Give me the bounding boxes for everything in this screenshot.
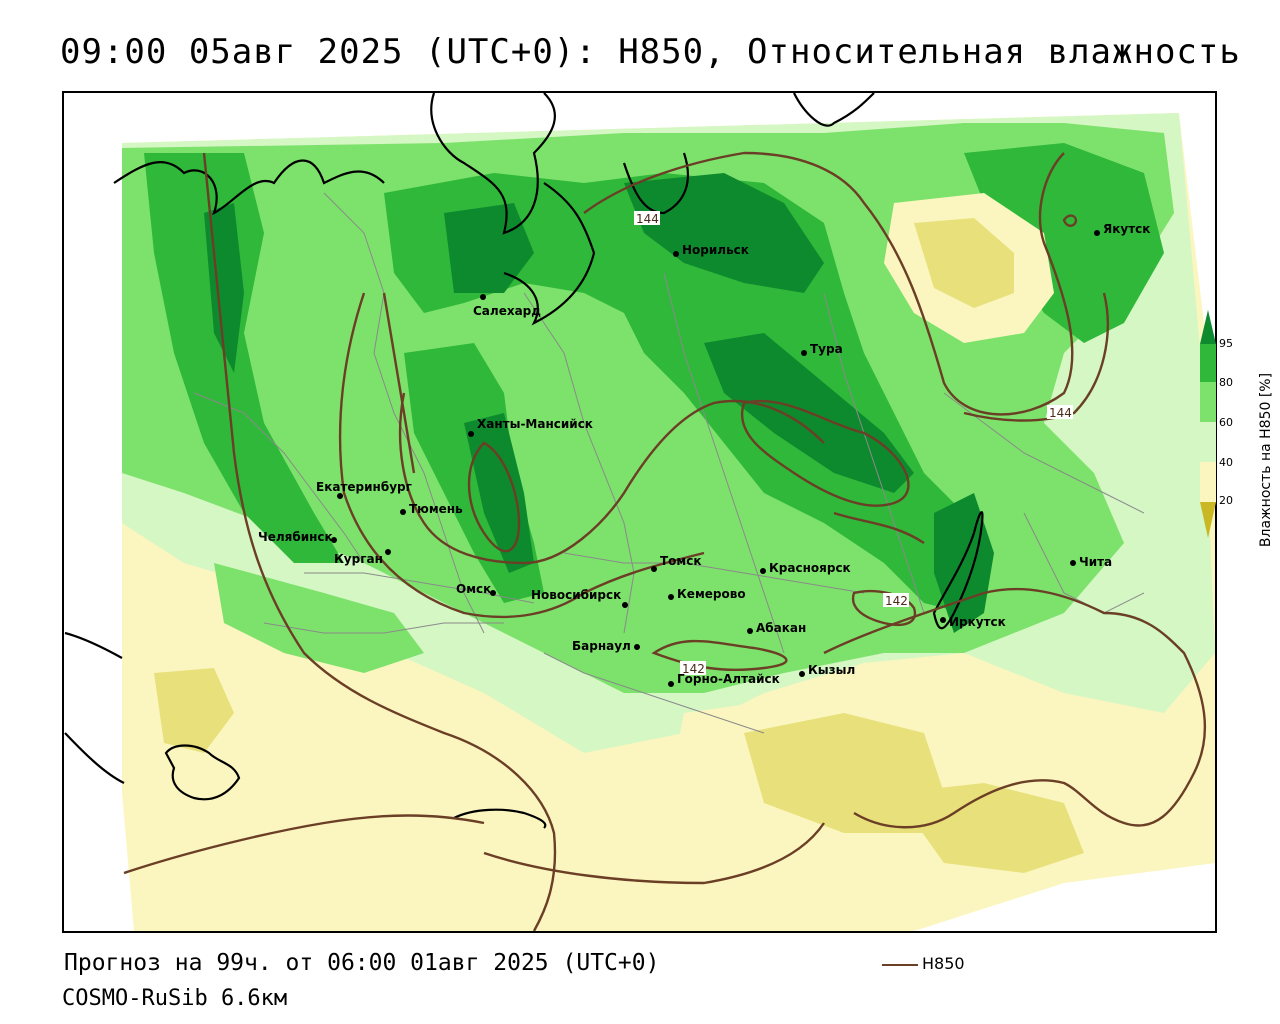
city-label-yekaterinburg: Екатеринбург <box>316 480 412 494</box>
h850-contours <box>123 151 1207 931</box>
city-label-chita: Чита <box>1079 555 1112 569</box>
humidity-zone-80-north <box>384 173 984 613</box>
colorbar-top-arrow <box>1200 310 1216 344</box>
city-dot <box>673 251 679 257</box>
city-dot <box>468 431 474 437</box>
city-label-tura: Тура <box>810 342 843 356</box>
humidity-zone-95-d <box>464 413 534 573</box>
map-canvas: 144 144 142 142 Якутск Норильск Салехард… <box>64 93 1215 931</box>
colorbar-band-95 <box>1200 344 1216 382</box>
humidity-zone-low-west <box>154 668 234 753</box>
city-label-gorno-altaysk: Горно-Алтайск <box>677 672 780 686</box>
colorbar-tick-80: 80 <box>1219 376 1233 389</box>
humidity-zone-low-south <box>744 713 944 833</box>
forecast-info: Прогноз на 99ч. от 06:00 01авг 2025 (UTC… <box>64 950 660 976</box>
city-dot <box>799 671 805 677</box>
contour-label-3: 142 <box>885 594 908 608</box>
city-label-irkutsk: Иркутск <box>949 615 1006 629</box>
city-dot <box>480 294 486 300</box>
admin-boundaries <box>193 192 1145 734</box>
city-dot <box>747 628 753 634</box>
city-label-khanty-mansiysk: Ханты-Мансийск <box>477 417 593 431</box>
city-dot <box>385 549 391 555</box>
humidity-zone-95-a <box>624 173 824 293</box>
city-dot <box>1094 230 1100 236</box>
city-label-kemerovo: Кемерово <box>677 587 746 601</box>
colorbar-title: Влажность на H850 [%] <box>1258 372 1274 548</box>
city-label-norilsk: Норильск <box>682 243 749 257</box>
colorbar-band-80 <box>1200 382 1216 422</box>
city-label-barnaul: Барнаул <box>572 639 631 653</box>
city-label-abakan: Абакан <box>756 621 806 635</box>
city-label-tomsk: Томск <box>660 554 702 568</box>
city-label-kurgan: Курган <box>334 552 383 566</box>
humidity-zone-60-south <box>214 563 424 673</box>
city-dot <box>634 644 640 650</box>
city-label-novosibirsk: Новосибирск <box>531 588 621 602</box>
city-dot <box>331 537 337 543</box>
city-dot <box>668 681 674 687</box>
contour-label-4: 142 <box>682 662 705 676</box>
humidity-zone-low-south-2 <box>894 783 1084 873</box>
humidity-zone-80-east <box>964 143 1164 343</box>
city-dot <box>490 590 496 596</box>
city-dot <box>400 509 406 515</box>
city-label-chelyabinsk: Челябинск <box>258 530 333 544</box>
colorbar-tick-60: 60 <box>1219 416 1233 429</box>
city-label-tyumen: Тюмень <box>409 502 463 516</box>
contour-label-1: 144 <box>636 212 659 226</box>
city-markers: Якутск Норильск Салехард Тура Ханты-Манс… <box>258 222 1150 687</box>
model-name: COSMO-RuSib 6.6км <box>62 986 288 1011</box>
city-dot <box>1070 560 1076 566</box>
city-label-krasnoyarsk: Красноярск <box>769 561 851 575</box>
humidity-colorbar <box>1200 310 1216 538</box>
contour-label-2: 144 <box>1049 406 1072 420</box>
city-dot <box>622 602 628 608</box>
city-dot <box>760 568 766 574</box>
map-title: 09:00 05авг 2025 (UTC+0): H850, Относите… <box>60 32 1241 72</box>
city-dot <box>337 493 343 499</box>
city-dot <box>668 594 674 600</box>
colorbar-tick-95: 95 <box>1219 337 1233 350</box>
colorbar-bottom-arrow <box>1200 502 1216 538</box>
humidity-zone-95-c <box>444 203 534 293</box>
humidity-zone-low-north <box>914 218 1014 308</box>
humidity-map: 144 144 142 142 Якутск Норильск Салехард… <box>62 91 1217 933</box>
city-label-salekhard: Салехард <box>473 304 541 318</box>
colorbar-band-40 <box>1200 462 1216 502</box>
colorbar-band-60 <box>1200 422 1216 462</box>
city-label-kyzyl: Кызыл <box>808 663 855 677</box>
legend-line-label: H850 <box>922 954 965 973</box>
contour-labels: 144 144 142 142 <box>634 211 1073 676</box>
city-dot <box>940 617 946 623</box>
humidity-zone-80-west <box>144 153 344 563</box>
coastlines <box>64 93 984 829</box>
city-label-omsk: Омск <box>456 582 491 596</box>
colorbar-tick-20: 20 <box>1219 494 1233 507</box>
city-dot <box>651 566 657 572</box>
colorbar-tick-40: 40 <box>1219 456 1233 469</box>
humidity-zone-95-e <box>934 493 994 633</box>
city-dot <box>801 350 807 356</box>
legend-line-swatch <box>882 964 918 966</box>
city-label-yakutsk: Якутск <box>1103 222 1150 236</box>
